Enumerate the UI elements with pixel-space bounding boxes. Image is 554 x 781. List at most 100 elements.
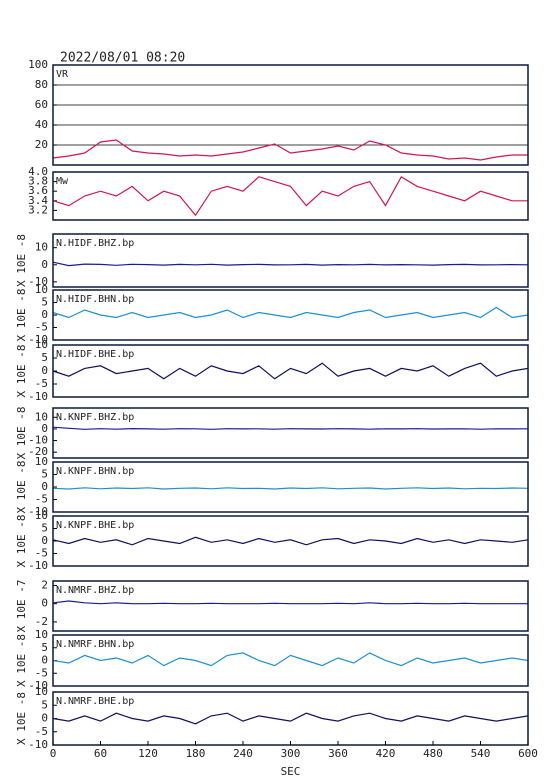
x-tick-label: 420 [376, 747, 396, 760]
data-line [52, 487, 529, 490]
y-tick-label: 5 [41, 641, 48, 654]
panel-label: N.KNPF.BHN.bp [56, 466, 134, 477]
y-tick-label: 5 [41, 698, 48, 711]
y-tick-label: -10 [28, 679, 48, 692]
plot-frame [52, 407, 529, 459]
y-tick-label: 0 [41, 534, 48, 547]
y-axis-label: X 10E -8 [15, 289, 28, 342]
data-line [52, 712, 529, 725]
y-tick-label: 10 [35, 509, 48, 522]
plot-frame [52, 289, 529, 341]
data-line [52, 362, 529, 380]
x-tick-label: 540 [471, 747, 491, 760]
y-tick-label: 10 [35, 455, 48, 468]
data-line [52, 139, 528, 161]
y-tick-label: -5 [35, 321, 48, 334]
chart-title: 2022/08/01 08:20 [60, 51, 185, 66]
x-tick-label: 300 [281, 747, 301, 760]
x-tick-label: 120 [138, 747, 158, 760]
panel-label: VR [56, 69, 69, 80]
y-tick-label: 0 [41, 480, 48, 493]
y-axis-label: X 10E -8 [15, 234, 28, 287]
y-tick-label: 0 [41, 364, 48, 377]
y-tick-label: -5 [35, 377, 48, 390]
panel-label: Mw [56, 176, 69, 187]
plot-frame [52, 64, 529, 166]
plot-frame [52, 461, 529, 513]
plot-frame [52, 580, 529, 632]
panel-label: N.KNPF.BHE.bp [56, 520, 134, 531]
panel-label: N.NMRF.BHZ.bp [56, 585, 134, 596]
y-tick-label: 80 [35, 78, 48, 91]
y-tick-label: 20 [35, 138, 48, 151]
y-tick-label: 5 [41, 296, 48, 309]
y-tick-label: -10 [28, 738, 48, 751]
y-tick-label: 0 [41, 597, 48, 610]
y-axis-label: X 10E -8 [15, 634, 28, 687]
panel-label: N.HIDF.BHE.bp [56, 349, 134, 360]
y-tick-label: 3.4 [28, 194, 48, 207]
y-tick-label: 0 [41, 308, 48, 321]
y-tick-label: -5 [35, 547, 48, 560]
data-line [52, 175, 528, 217]
y-tick-label: -10 [28, 434, 48, 447]
data-line [52, 536, 529, 546]
y-tick-label: -10 [28, 559, 48, 572]
x-tick-label: 0 [50, 747, 57, 760]
x-tick-label: 240 [233, 747, 253, 760]
y-tick-label: -10 [28, 333, 48, 346]
y-tick-label: 5 [41, 351, 48, 364]
data-line [52, 652, 529, 667]
x-tick-label: 360 [328, 747, 348, 760]
y-tick-label: 100 [28, 58, 48, 71]
y-tick-label: 0 [41, 422, 48, 435]
y-tick-label: 60 [35, 98, 48, 111]
y-tick-label: 0 [41, 654, 48, 667]
panel-label: N.HIDF.BHZ.bp [56, 238, 134, 249]
y-tick-label: -5 [35, 725, 48, 738]
data-line [52, 600, 528, 605]
y-tick-label: -20 [28, 445, 48, 458]
y-tick-label: 0 [41, 258, 48, 271]
panel-label: N.HIDF.BHN.bp [56, 294, 134, 305]
panel-label: N.NMRF.BHE.bp [56, 696, 134, 707]
plot-frame [52, 171, 529, 221]
plot-frame [52, 515, 529, 567]
y-tick-label: -10 [28, 390, 48, 403]
y-tick-label: -2 [35, 615, 48, 628]
y-tick-label: 3.2 [28, 203, 48, 216]
y-tick-label: 10 [35, 241, 48, 254]
plot-frame [52, 233, 529, 288]
data-line [52, 306, 529, 319]
y-tick-label: 10 [35, 283, 48, 296]
y-axis-label: X 10E -7 [15, 580, 28, 633]
y-tick-label: 3.6 [28, 184, 48, 197]
y-tick-label: 40 [35, 118, 48, 131]
x-tick-label: 60 [94, 747, 107, 760]
y-tick-label: 5 [41, 522, 48, 535]
y-tick-label: 5 [41, 468, 48, 481]
y-tick-label: 0 [41, 712, 48, 725]
data-line [52, 426, 529, 430]
plot-frame [52, 344, 529, 398]
y-axis-label: X 10E -8 [15, 515, 28, 568]
panel-label: N.KNPF.BHZ.bp [56, 412, 134, 423]
data-line [52, 261, 529, 267]
y-tick-label: -5 [35, 666, 48, 679]
panel-label: N.NMRF.BHN.bp [56, 639, 134, 650]
x-tick-label: 600 [518, 747, 538, 760]
x-tick-label: 480 [423, 747, 443, 760]
y-axis-label: X 10E -8 [15, 345, 28, 398]
plot-frame [52, 634, 529, 687]
y-tick-label: 3.8 [28, 175, 48, 188]
x-axis-label: SEC [281, 765, 301, 778]
y-axis-label: X 10E -8 [15, 461, 28, 514]
y-axis-label: X 10E -8 [15, 407, 28, 460]
y-tick-label: 10 [35, 685, 48, 698]
y-tick-label: 4.0 [28, 165, 48, 178]
y-tick-label: 10 [35, 628, 48, 641]
y-tick-label: 10 [35, 338, 48, 351]
y-axis-label: X 10E -8 [15, 692, 28, 745]
